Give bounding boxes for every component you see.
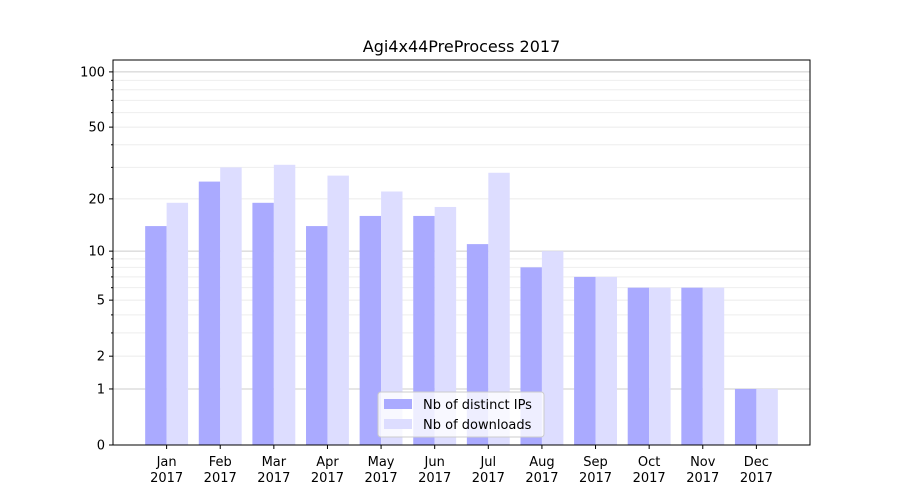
x-tick-label-line: 2017 — [633, 471, 666, 486]
legend-box — [377, 391, 545, 438]
bar-downloads — [434, 206, 457, 445]
legend-label: Nb of distinct IPs — [423, 398, 532, 413]
x-tick-label: Dec 2017 — [740, 455, 773, 486]
bars — [145, 164, 778, 446]
plot-frame — [112, 59, 811, 446]
legend-swatch — [384, 419, 412, 429]
x-tick-label-line: Sep — [583, 455, 608, 470]
y-tick-label: 1 — [97, 382, 105, 397]
x-tick-label: Feb 2017 — [204, 455, 237, 486]
x-tick-label: Jun 2017 — [418, 455, 451, 486]
x-tick-label: May 2017 — [365, 455, 398, 486]
bar-downloads — [166, 202, 189, 445]
bar-distinct-ips — [574, 276, 596, 445]
bar-downloads — [595, 276, 617, 445]
x-tick-label: Nov 2017 — [686, 455, 719, 486]
y-tick-label: 10 — [88, 245, 105, 260]
legend-swatch — [384, 399, 412, 409]
bar-distinct-ips — [145, 226, 167, 445]
x-tick-label-line: 2017 — [204, 471, 237, 486]
chart-title: Agi4x44PreProcess 2017 — [363, 37, 561, 56]
x-tick-label-line: 2017 — [311, 471, 344, 486]
bar-distinct-ips — [681, 287, 703, 445]
x-tick-label-line: Jan — [156, 455, 177, 470]
x-tick-label-line: 2017 — [472, 471, 505, 486]
bar-distinct-ips — [252, 202, 274, 445]
y-axis: 0 1 2 5 10 20 50 100 — [80, 65, 113, 454]
bar-distinct-ips — [198, 181, 221, 445]
bar-downloads — [702, 287, 725, 445]
x-tick-label: Sep 2017 — [579, 455, 612, 486]
x-tick-label-line: Nov — [690, 455, 716, 470]
x-tick-label: Apr 2017 — [311, 455, 344, 486]
bar-downloads — [756, 388, 778, 445]
x-tick-label-line: 2017 — [257, 471, 290, 486]
y-tick-label: 100 — [80, 65, 105, 80]
x-tick-label: Oct 2017 — [633, 455, 666, 486]
legend-label: Nb of downloads — [423, 418, 532, 433]
x-tick-label: Jul 2017 — [472, 455, 505, 486]
y-tick-label: 2 — [97, 350, 105, 365]
bar-downloads — [327, 175, 349, 445]
bar-distinct-ips — [627, 287, 650, 445]
x-tick-label: Jan 2017 — [150, 455, 183, 486]
x-tick-label-line: 2017 — [365, 471, 398, 486]
x-tick-label-line: 2017 — [579, 471, 612, 486]
x-tick-label-line: 2017 — [740, 471, 773, 486]
x-tick-label-line: 2017 — [525, 471, 558, 486]
legend: Nb of distinct IPs Nb of downloads — [377, 391, 545, 438]
bar-distinct-ips — [359, 215, 382, 445]
bar-downloads — [220, 167, 242, 446]
y-tick-label: 50 — [88, 121, 105, 136]
x-tick-label-line: Aug — [529, 455, 554, 470]
x-tick-label-line: 2017 — [150, 471, 183, 486]
bar-downloads — [488, 172, 510, 445]
bar-downloads — [541, 251, 564, 445]
bar-distinct-ips — [734, 388, 757, 445]
x-tick-label-line: Apr — [316, 455, 339, 470]
x-tick-label-line: 2017 — [418, 471, 451, 486]
bar-distinct-ips — [306, 226, 328, 445]
x-tick-label-line: Mar — [262, 455, 287, 470]
x-tick-label-line: 2017 — [686, 471, 719, 486]
bar-downloads — [649, 287, 671, 445]
bar-distinct-ips — [413, 215, 435, 445]
y-tick-label: 0 — [97, 439, 105, 454]
x-tick-label-line: Jul — [479, 455, 496, 470]
bar-downloads — [381, 191, 403, 445]
x-tick-label-line: Dec — [744, 455, 769, 470]
y-tick-label: 20 — [88, 192, 105, 207]
x-tick-label: Aug 2017 — [525, 455, 558, 486]
x-tick-label-line: May — [368, 455, 395, 470]
y-tick-label: 5 — [97, 294, 105, 309]
x-tick-label-line: Feb — [209, 455, 232, 470]
bar-downloads — [273, 164, 296, 445]
x-tick-label-line: Oct — [638, 455, 660, 470]
x-tick-label-line: Jun — [424, 455, 445, 470]
x-tick-label: Mar 2017 — [257, 455, 290, 486]
